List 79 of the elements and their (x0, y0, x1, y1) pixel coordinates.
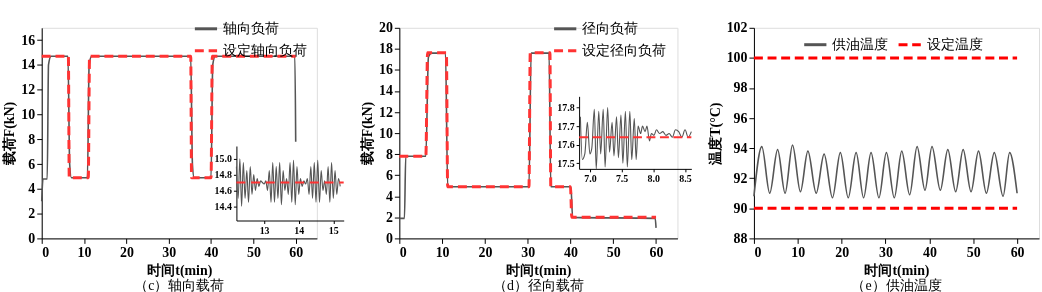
y-tick-label: 88 (733, 230, 748, 246)
x-tick-label: 20 (119, 244, 134, 260)
y-tick-label: 12 (378, 104, 393, 120)
x-tick-label: 14 (294, 224, 305, 236)
legend-label: 供油温度 (832, 36, 889, 52)
x-tick-label: 40 (922, 244, 937, 260)
x-tick-label: 50 (966, 244, 981, 260)
x-tick-label: 30 (162, 244, 177, 260)
y-tick-label: 6 (385, 167, 393, 183)
x-tick-label: 20 (835, 244, 850, 260)
legend-label: 设定径向负荷 (582, 42, 667, 58)
legend-label: 设定温度 (926, 36, 983, 52)
x-tick-label: 7.5 (615, 173, 629, 185)
y-tick-label: 14.4 (214, 200, 232, 212)
legend-label: 设定轴向负荷 (222, 42, 307, 58)
x-tick-label: 0 (754, 244, 762, 260)
y-tick-label: 2 (385, 209, 393, 225)
x-tick-label: 10 (435, 244, 450, 260)
x-axis-title: 时间t(min) (506, 262, 572, 279)
y-tick-label: 10 (21, 106, 36, 122)
x-tick-label: 0 (42, 244, 50, 260)
x-tick-label: 10 (791, 244, 806, 260)
x-tick-label: 20 (478, 244, 493, 260)
y-tick-label: 4 (28, 181, 36, 197)
y-tick-label: 8 (28, 131, 36, 147)
y-tick-label: 17.8 (557, 101, 575, 113)
x-tick-label: 8.5 (679, 173, 692, 185)
x-tick-label: 40 (564, 244, 578, 260)
y-tick-label: 100 (726, 50, 748, 66)
y-tick-label: 15.0 (214, 153, 232, 165)
y-tick-label: 14 (21, 57, 36, 73)
y-tick-label: 14 (378, 83, 393, 99)
x-tick-label: 60 (1010, 244, 1025, 260)
x-tick-label: 8.0 (647, 173, 661, 185)
text: （e）供油温度 (851, 278, 942, 292)
y-tick-label: 90 (733, 200, 748, 216)
x-tick-label: 60 (289, 244, 304, 260)
line-series (753, 144, 1018, 199)
y-axis-title: 温度T(°C) (706, 102, 724, 166)
y-tick-label: 92 (733, 170, 748, 186)
y-tick-label: 12 (21, 82, 36, 98)
y-tick-label: 16 (378, 62, 393, 78)
y-tick-label: 17.5 (557, 157, 575, 169)
x-tick-label: 10 (77, 244, 92, 260)
x-tick-label: 50 (246, 244, 261, 260)
y-tick-label: 18 (378, 41, 393, 57)
y-tick-label: 20 (378, 20, 393, 36)
legend-label: 轴向负荷 (222, 20, 279, 36)
x-tick-label: 15 (328, 224, 339, 236)
x-axis-title: 时间t(min) (147, 262, 213, 279)
y-tick-label: 8 (385, 146, 393, 162)
y-tick-label: 4 (385, 188, 393, 204)
y-tick-label: 94 (733, 140, 748, 156)
y-tick-label: 102 (726, 20, 748, 36)
x-tick-label: 60 (649, 244, 664, 260)
y-axis-title: 载荷F(kN) (2, 101, 19, 167)
text: （d）径向载荷 (492, 278, 584, 292)
x-axis-title: 时间t(min) (864, 262, 930, 279)
text: （c）轴向载荷 (134, 278, 225, 292)
line-series (235, 158, 341, 207)
y-axis-title: 载荷F(kN) (360, 101, 376, 167)
legend-label: 径向负荷 (582, 20, 639, 36)
x-tick-label: 7.0 (584, 173, 597, 185)
x-tick-label: 30 (521, 244, 536, 260)
y-tick-label: 16 (21, 32, 36, 48)
x-tick-label: 50 (606, 244, 621, 260)
x-tick-label: 0 (399, 244, 407, 260)
y-tick-label: 14.6 (214, 184, 232, 196)
x-tick-label: 13 (259, 224, 270, 236)
y-tick-label: 10 (378, 125, 393, 141)
y-tick-label: 98 (733, 80, 748, 96)
y-tick-label: 6 (28, 156, 36, 172)
y-tick-label: 96 (733, 110, 748, 126)
y-tick-label: 2 (28, 206, 36, 222)
y-tick-label: 17.7 (557, 120, 575, 132)
y-tick-label: 14.8 (214, 169, 232, 181)
x-tick-label: 30 (879, 244, 894, 260)
y-tick-label: 17.6 (557, 139, 575, 151)
x-tick-label: 40 (204, 244, 219, 260)
